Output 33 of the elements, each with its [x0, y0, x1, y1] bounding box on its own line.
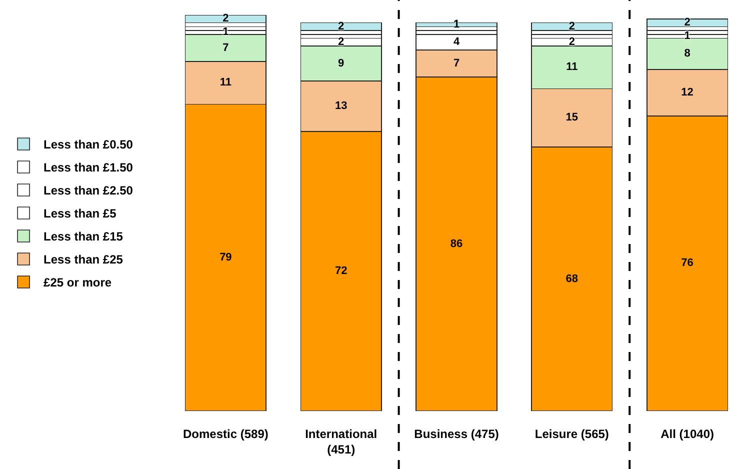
data-label: 86	[450, 238, 463, 250]
legend-label: Less than £2.50	[44, 184, 134, 198]
data-label: 13	[334, 100, 348, 112]
legend-label: £25 or more	[44, 276, 112, 290]
data-label: 7	[453, 57, 460, 70]
x-tick-label: Domestic (589)	[183, 427, 268, 441]
data-label: 79	[220, 251, 232, 264]
legend-label: Less than £25	[44, 252, 124, 267]
data-label: 2	[568, 20, 575, 32]
x-tick-label: Leisure (565)	[534, 427, 609, 441]
data-label: 9	[338, 57, 344, 70]
x-tick-label: All (1040)	[660, 427, 714, 441]
data-label: 7	[222, 42, 229, 54]
data-label: 72	[334, 264, 348, 277]
legend-label: Less than £0.50	[44, 138, 134, 152]
data-label: 8	[684, 48, 690, 60]
data-label: 76	[681, 257, 694, 270]
legend-label: Less than £5	[44, 206, 117, 221]
data-label: 4	[453, 36, 460, 48]
data-label: 2	[338, 36, 344, 48]
data-label: 2	[338, 20, 344, 32]
data-label: 11	[566, 61, 578, 74]
data-label: 68	[566, 272, 578, 285]
data-label: 15	[566, 112, 578, 124]
x-tick-label: Business (475)	[414, 427, 499, 441]
data-label: 2	[222, 12, 229, 25]
legend-label: Less than £1.50	[44, 160, 134, 175]
data-label: 2	[568, 36, 575, 48]
x-tick-label: International (451)	[305, 427, 378, 457]
legend-label: Less than £15	[44, 230, 124, 244]
data-label: 11	[220, 76, 232, 89]
data-label: 2	[684, 16, 690, 29]
data-label: 12	[681, 86, 694, 98]
